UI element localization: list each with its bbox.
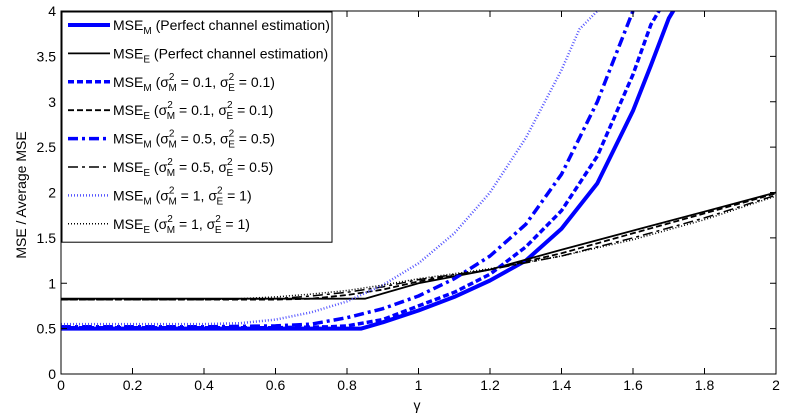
series-line-mse-e-05 bbox=[61, 194, 776, 301]
legend-label-mse-m-01: MSEM (σ2 M = 0.1, σ2 E = 0.1) bbox=[113, 72, 275, 94]
y-tick-label: 4 bbox=[48, 3, 56, 19]
series-line-mse-e-1 bbox=[61, 195, 776, 301]
y-tick-label: 0 bbox=[48, 366, 56, 382]
series-lines bbox=[61, 11, 776, 331]
series-line-mse-e-01 bbox=[61, 192, 776, 301]
legend-label-mse-e-perfect: MSEE (Perfect channel estimation) bbox=[113, 45, 328, 65]
legend-label-mse-m-1: MSEM (σ2 M = 1, σ2 E = 1) bbox=[113, 185, 252, 207]
x-tick-label: 1.4 bbox=[552, 377, 572, 393]
legend-label-mse-e-05: MSEE (σ2 M = 0.5, σ2 E = 0.5) bbox=[113, 157, 273, 179]
x-tick-label: 0 bbox=[57, 377, 65, 393]
y-tick-label: 1 bbox=[48, 275, 56, 291]
y-axis-label: MSE / Average MSE bbox=[13, 131, 29, 258]
x-tick-label: 2 bbox=[772, 377, 780, 393]
series-line-mse-m-01 bbox=[61, 11, 661, 330]
y-tick-label: 2.5 bbox=[37, 139, 57, 155]
x-tick-label: 1.2 bbox=[480, 377, 500, 393]
legend: MSEM (Perfect channel estimation) MSEE (P… bbox=[61, 11, 333, 243]
y-tick-label: 1.5 bbox=[37, 230, 57, 246]
y-tick-label: 3 bbox=[48, 94, 56, 110]
series-line-mse-m-05 bbox=[61, 11, 638, 329]
x-tick-label: 1.8 bbox=[695, 377, 715, 393]
legend-label-mse-e-01: MSEE (σ2 M = 0.1, σ2 E = 0.1) bbox=[113, 100, 273, 122]
legend-label-mse-m-perfect: MSEM (Perfect channel estimation) bbox=[113, 17, 330, 37]
legend-box bbox=[61, 11, 333, 243]
x-axis-label: γ bbox=[414, 397, 421, 413]
x-tick-label: 1.6 bbox=[623, 377, 643, 393]
legend-label-mse-e-1: MSEE (σ2 M = 1, σ2 E = 1) bbox=[113, 214, 250, 236]
legend-label-mse-m-05: MSEM (σ2 M = 0.5, σ2 E = 0.5) bbox=[113, 129, 275, 151]
series-line-mse-m-1 bbox=[61, 11, 601, 326]
y-tick-label: 3.5 bbox=[37, 48, 57, 64]
axes: 0 0.2 0.4 0.6 0.8 1 1.2 1.4 1.6 1.8 2 0 0.5 1 1.5 2 2.5 3… bbox=[37, 3, 781, 393]
x-tick-label: 1 bbox=[415, 377, 423, 393]
x-tick-label: 0.4 bbox=[194, 377, 214, 393]
y-tick-label: 2 bbox=[48, 185, 56, 201]
x-tick-label: 0.2 bbox=[123, 377, 143, 393]
x-tick-label: 0.8 bbox=[337, 377, 357, 393]
y-tick-label: 0.5 bbox=[37, 321, 57, 337]
x-tick-label: 0.6 bbox=[266, 377, 286, 393]
